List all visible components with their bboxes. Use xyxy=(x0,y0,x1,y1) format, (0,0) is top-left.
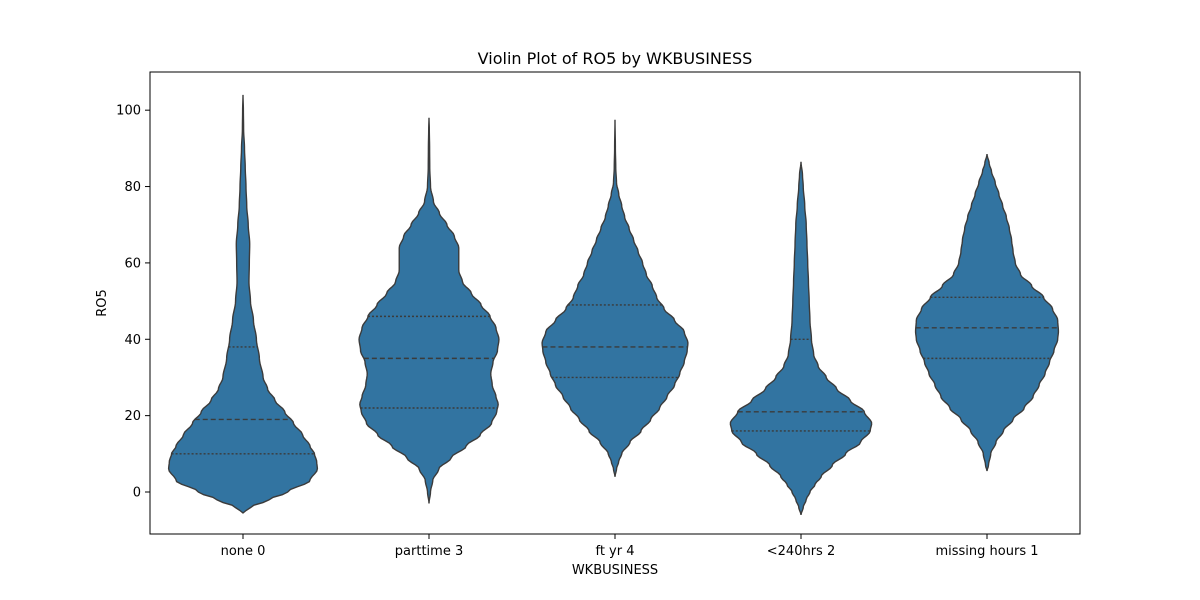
y-tick-label: 100 xyxy=(116,104,141,119)
violin-group xyxy=(914,154,1060,472)
violin-body xyxy=(541,119,689,477)
y-tick-label: 0 xyxy=(133,486,141,501)
violin-group xyxy=(729,161,873,516)
x-tick-label: ft yr 4 xyxy=(595,544,634,559)
y-tick-label: 40 xyxy=(124,333,141,348)
x-tick-label: none 0 xyxy=(221,544,266,559)
violin-body xyxy=(167,94,319,514)
violin-body xyxy=(358,117,500,504)
y-tick-label: 20 xyxy=(124,409,141,424)
y-tick-label: 60 xyxy=(124,256,141,271)
x-axis: none 0 parttime 3 ft yr 4 <240hrs 2 missing … xyxy=(221,534,1039,559)
violin-group xyxy=(541,119,689,477)
x-axis-title: WKBUSINESS xyxy=(572,563,658,578)
x-tick-label: parttime 3 xyxy=(395,544,463,559)
y-axis-title: RO5 xyxy=(95,289,110,317)
violins-layer xyxy=(167,94,1060,516)
violin-group xyxy=(358,117,500,504)
chart-title: Violin Plot of RO5 by WKBUSINESS xyxy=(478,49,753,68)
violin-group xyxy=(167,94,319,514)
x-tick-label: <240hrs 2 xyxy=(767,544,835,559)
violin-body xyxy=(729,161,873,516)
violin-body xyxy=(914,154,1060,472)
y-tick-label: 80 xyxy=(124,180,141,195)
x-tick-label: missing hours 1 xyxy=(935,544,1038,559)
y-axis: 0 20 40 60 80 100 xyxy=(116,104,150,501)
